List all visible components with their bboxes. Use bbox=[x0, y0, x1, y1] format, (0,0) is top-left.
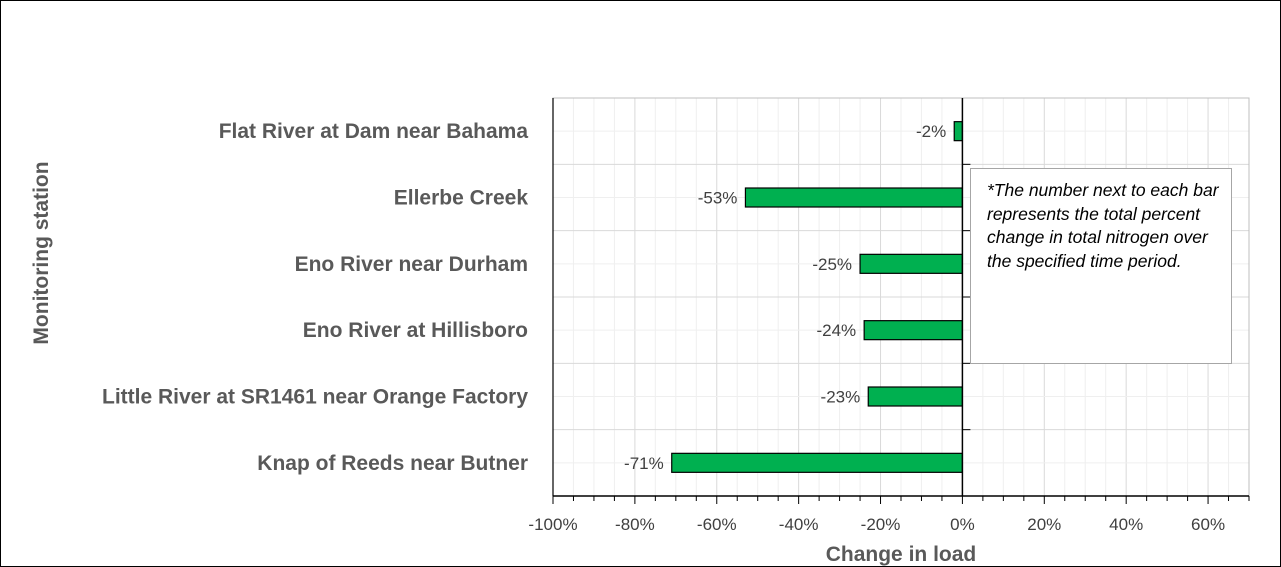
category-label: Little River at SR1461 near Orange Facto… bbox=[102, 386, 528, 409]
category-label: Knap of Reeds near Butner bbox=[257, 452, 528, 475]
y-axis-title: Monitoring station bbox=[30, 161, 53, 344]
bars bbox=[671, 121, 964, 473]
bar bbox=[744, 187, 964, 208]
data-label: -24% bbox=[816, 321, 856, 340]
x-axis-title: Change in load bbox=[826, 543, 977, 566]
data-label: -23% bbox=[821, 388, 861, 407]
labels: -2% Flat River at Dam near Bahama -53% Elle… bbox=[102, 120, 1225, 534]
x-tick-label: 0% bbox=[950, 515, 975, 534]
x-tick-label: -60% bbox=[697, 515, 737, 534]
category-label: Eno River near Durham bbox=[295, 253, 528, 276]
bar bbox=[867, 386, 964, 407]
x-tick-label: 40% bbox=[1109, 515, 1143, 534]
category-label: Eno River at Hillisboro bbox=[303, 319, 528, 342]
data-label: -25% bbox=[812, 255, 852, 274]
x-tick-label: -40% bbox=[779, 515, 819, 534]
x-tick-label: -80% bbox=[615, 515, 655, 534]
x-tick-label: 60% bbox=[1191, 515, 1225, 534]
bar bbox=[671, 452, 964, 473]
data-label: -2% bbox=[916, 122, 946, 141]
x-tick-label: 20% bbox=[1027, 515, 1061, 534]
x-tick-label: -100% bbox=[528, 515, 577, 534]
data-label: -53% bbox=[698, 189, 738, 208]
bar bbox=[953, 121, 964, 142]
axes bbox=[552, 98, 1250, 504]
bar bbox=[863, 320, 964, 341]
category-label: Ellerbe Creek bbox=[394, 187, 529, 210]
annotation-note: *The number next to each bar represents … bbox=[970, 168, 1232, 364]
category-label: Flat River at Dam near Bahama bbox=[219, 120, 529, 143]
bar bbox=[859, 253, 964, 274]
x-tick-label: -20% bbox=[861, 515, 901, 534]
data-label: -71% bbox=[624, 454, 664, 473]
